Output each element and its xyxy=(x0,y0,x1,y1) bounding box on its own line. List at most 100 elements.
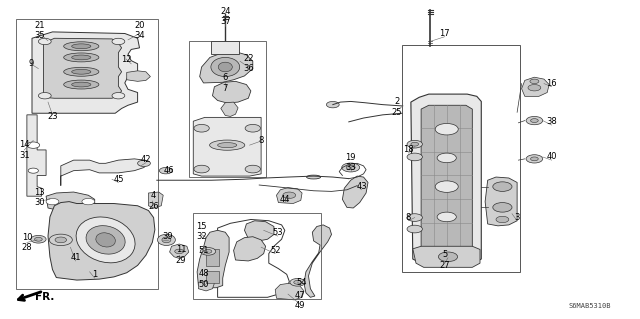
Text: 21
35: 21 35 xyxy=(35,21,45,40)
Polygon shape xyxy=(193,117,261,176)
Circle shape xyxy=(342,163,360,172)
Circle shape xyxy=(531,157,538,161)
Text: 42: 42 xyxy=(141,155,151,164)
Ellipse shape xyxy=(64,53,99,62)
Ellipse shape xyxy=(72,55,91,60)
Text: 24
37: 24 37 xyxy=(220,7,230,26)
Circle shape xyxy=(496,216,509,223)
Circle shape xyxy=(27,142,40,148)
Ellipse shape xyxy=(76,217,135,263)
Bar xyxy=(193,213,321,299)
Text: 1: 1 xyxy=(92,271,97,279)
Circle shape xyxy=(31,235,46,243)
Text: 9: 9 xyxy=(28,59,33,68)
Bar xyxy=(402,45,520,272)
Ellipse shape xyxy=(96,233,115,247)
Circle shape xyxy=(55,237,67,243)
Circle shape xyxy=(435,181,458,192)
Text: 12: 12 xyxy=(121,55,131,63)
Polygon shape xyxy=(304,225,332,297)
Circle shape xyxy=(435,123,458,135)
Ellipse shape xyxy=(64,67,99,76)
Circle shape xyxy=(175,249,184,254)
Text: 20
34: 20 34 xyxy=(134,21,145,40)
Circle shape xyxy=(200,248,216,255)
Circle shape xyxy=(407,225,422,233)
Circle shape xyxy=(82,198,95,205)
Circle shape xyxy=(194,165,209,173)
Circle shape xyxy=(407,153,422,161)
Circle shape xyxy=(38,38,51,45)
Polygon shape xyxy=(221,102,238,116)
Circle shape xyxy=(28,168,38,173)
Text: 45: 45 xyxy=(113,175,124,184)
Circle shape xyxy=(46,198,59,205)
Polygon shape xyxy=(276,188,302,204)
Polygon shape xyxy=(200,52,253,83)
Polygon shape xyxy=(148,192,163,208)
Polygon shape xyxy=(32,32,140,113)
Text: 48
50: 48 50 xyxy=(198,270,209,289)
Text: 40: 40 xyxy=(547,152,557,161)
Ellipse shape xyxy=(64,42,99,51)
Circle shape xyxy=(294,280,301,284)
Text: 18: 18 xyxy=(403,145,413,154)
Text: 14
31: 14 31 xyxy=(19,140,29,160)
Text: 13
30: 13 30 xyxy=(35,188,45,207)
Polygon shape xyxy=(244,221,274,241)
Polygon shape xyxy=(522,77,549,96)
Circle shape xyxy=(407,214,422,221)
Text: 39: 39 xyxy=(163,232,173,241)
Polygon shape xyxy=(413,246,480,267)
Circle shape xyxy=(526,155,543,163)
Bar xyxy=(206,271,219,283)
Polygon shape xyxy=(127,71,150,81)
Ellipse shape xyxy=(218,143,237,148)
Polygon shape xyxy=(421,105,472,250)
Circle shape xyxy=(437,153,456,163)
Circle shape xyxy=(112,93,125,99)
Ellipse shape xyxy=(157,234,175,246)
Text: 54: 54 xyxy=(297,278,307,287)
Circle shape xyxy=(531,119,538,122)
Circle shape xyxy=(493,182,512,191)
Circle shape xyxy=(112,38,125,45)
Text: 52: 52 xyxy=(270,246,280,255)
Circle shape xyxy=(245,165,260,173)
Circle shape xyxy=(407,140,422,148)
Text: 8: 8 xyxy=(259,137,264,145)
Text: 38: 38 xyxy=(547,117,557,126)
Text: 16: 16 xyxy=(547,79,557,88)
Text: 5
27: 5 27 xyxy=(440,250,450,270)
Text: 47
49: 47 49 xyxy=(294,291,305,310)
Polygon shape xyxy=(27,115,46,196)
Circle shape xyxy=(138,160,150,167)
Text: 44: 44 xyxy=(280,195,290,204)
Ellipse shape xyxy=(64,80,99,89)
Circle shape xyxy=(411,142,419,146)
Circle shape xyxy=(528,85,541,91)
Circle shape xyxy=(346,165,355,170)
Text: 10
28: 10 28 xyxy=(22,233,32,252)
Bar xyxy=(211,41,239,54)
Ellipse shape xyxy=(72,70,91,74)
Circle shape xyxy=(194,124,209,132)
Ellipse shape xyxy=(72,82,91,87)
Ellipse shape xyxy=(86,226,125,254)
Ellipse shape xyxy=(210,140,244,150)
Text: 41: 41 xyxy=(70,253,81,262)
Polygon shape xyxy=(44,38,122,98)
Ellipse shape xyxy=(162,237,171,243)
Text: 53: 53 xyxy=(273,228,283,237)
Text: 15
32: 15 32 xyxy=(196,222,207,241)
Text: 3: 3 xyxy=(515,213,520,222)
Circle shape xyxy=(290,278,305,286)
Circle shape xyxy=(438,252,458,262)
Circle shape xyxy=(38,93,51,99)
Text: 43: 43 xyxy=(356,182,367,191)
Bar xyxy=(16,19,158,289)
Ellipse shape xyxy=(218,62,232,72)
Polygon shape xyxy=(212,81,251,103)
Circle shape xyxy=(526,116,543,125)
Circle shape xyxy=(326,101,339,108)
